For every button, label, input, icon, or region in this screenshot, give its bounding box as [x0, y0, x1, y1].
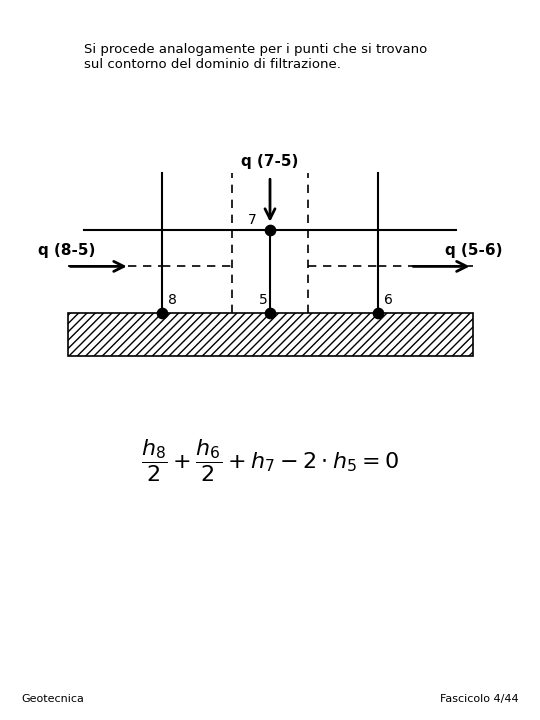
Text: 8: 8 [168, 294, 177, 307]
Text: Geotecnica: Geotecnica [22, 694, 84, 704]
Point [158, 307, 166, 319]
Text: 7: 7 [248, 213, 256, 227]
Text: Fascicolo 4/44: Fascicolo 4/44 [440, 694, 518, 704]
Text: $\dfrac{h_8}{2} + \dfrac{h_6}{2} + h_7 - 2 \cdot h_5 = 0$: $\dfrac{h_8}{2} + \dfrac{h_6}{2} + h_7 -… [141, 438, 399, 484]
Point [266, 225, 274, 236]
Text: q (8-5): q (8-5) [38, 243, 95, 258]
Text: 5: 5 [259, 294, 267, 307]
Text: q (7-5): q (7-5) [241, 154, 299, 169]
Text: Si procede analogamente per i punti che si trovano
sul contorno del dominio di f: Si procede analogamente per i punti che … [84, 43, 427, 71]
Point [374, 307, 382, 319]
Text: 6: 6 [384, 294, 393, 307]
Text: q (5-6): q (5-6) [445, 243, 502, 258]
Bar [68, 313, 472, 356]
Point [266, 307, 274, 319]
